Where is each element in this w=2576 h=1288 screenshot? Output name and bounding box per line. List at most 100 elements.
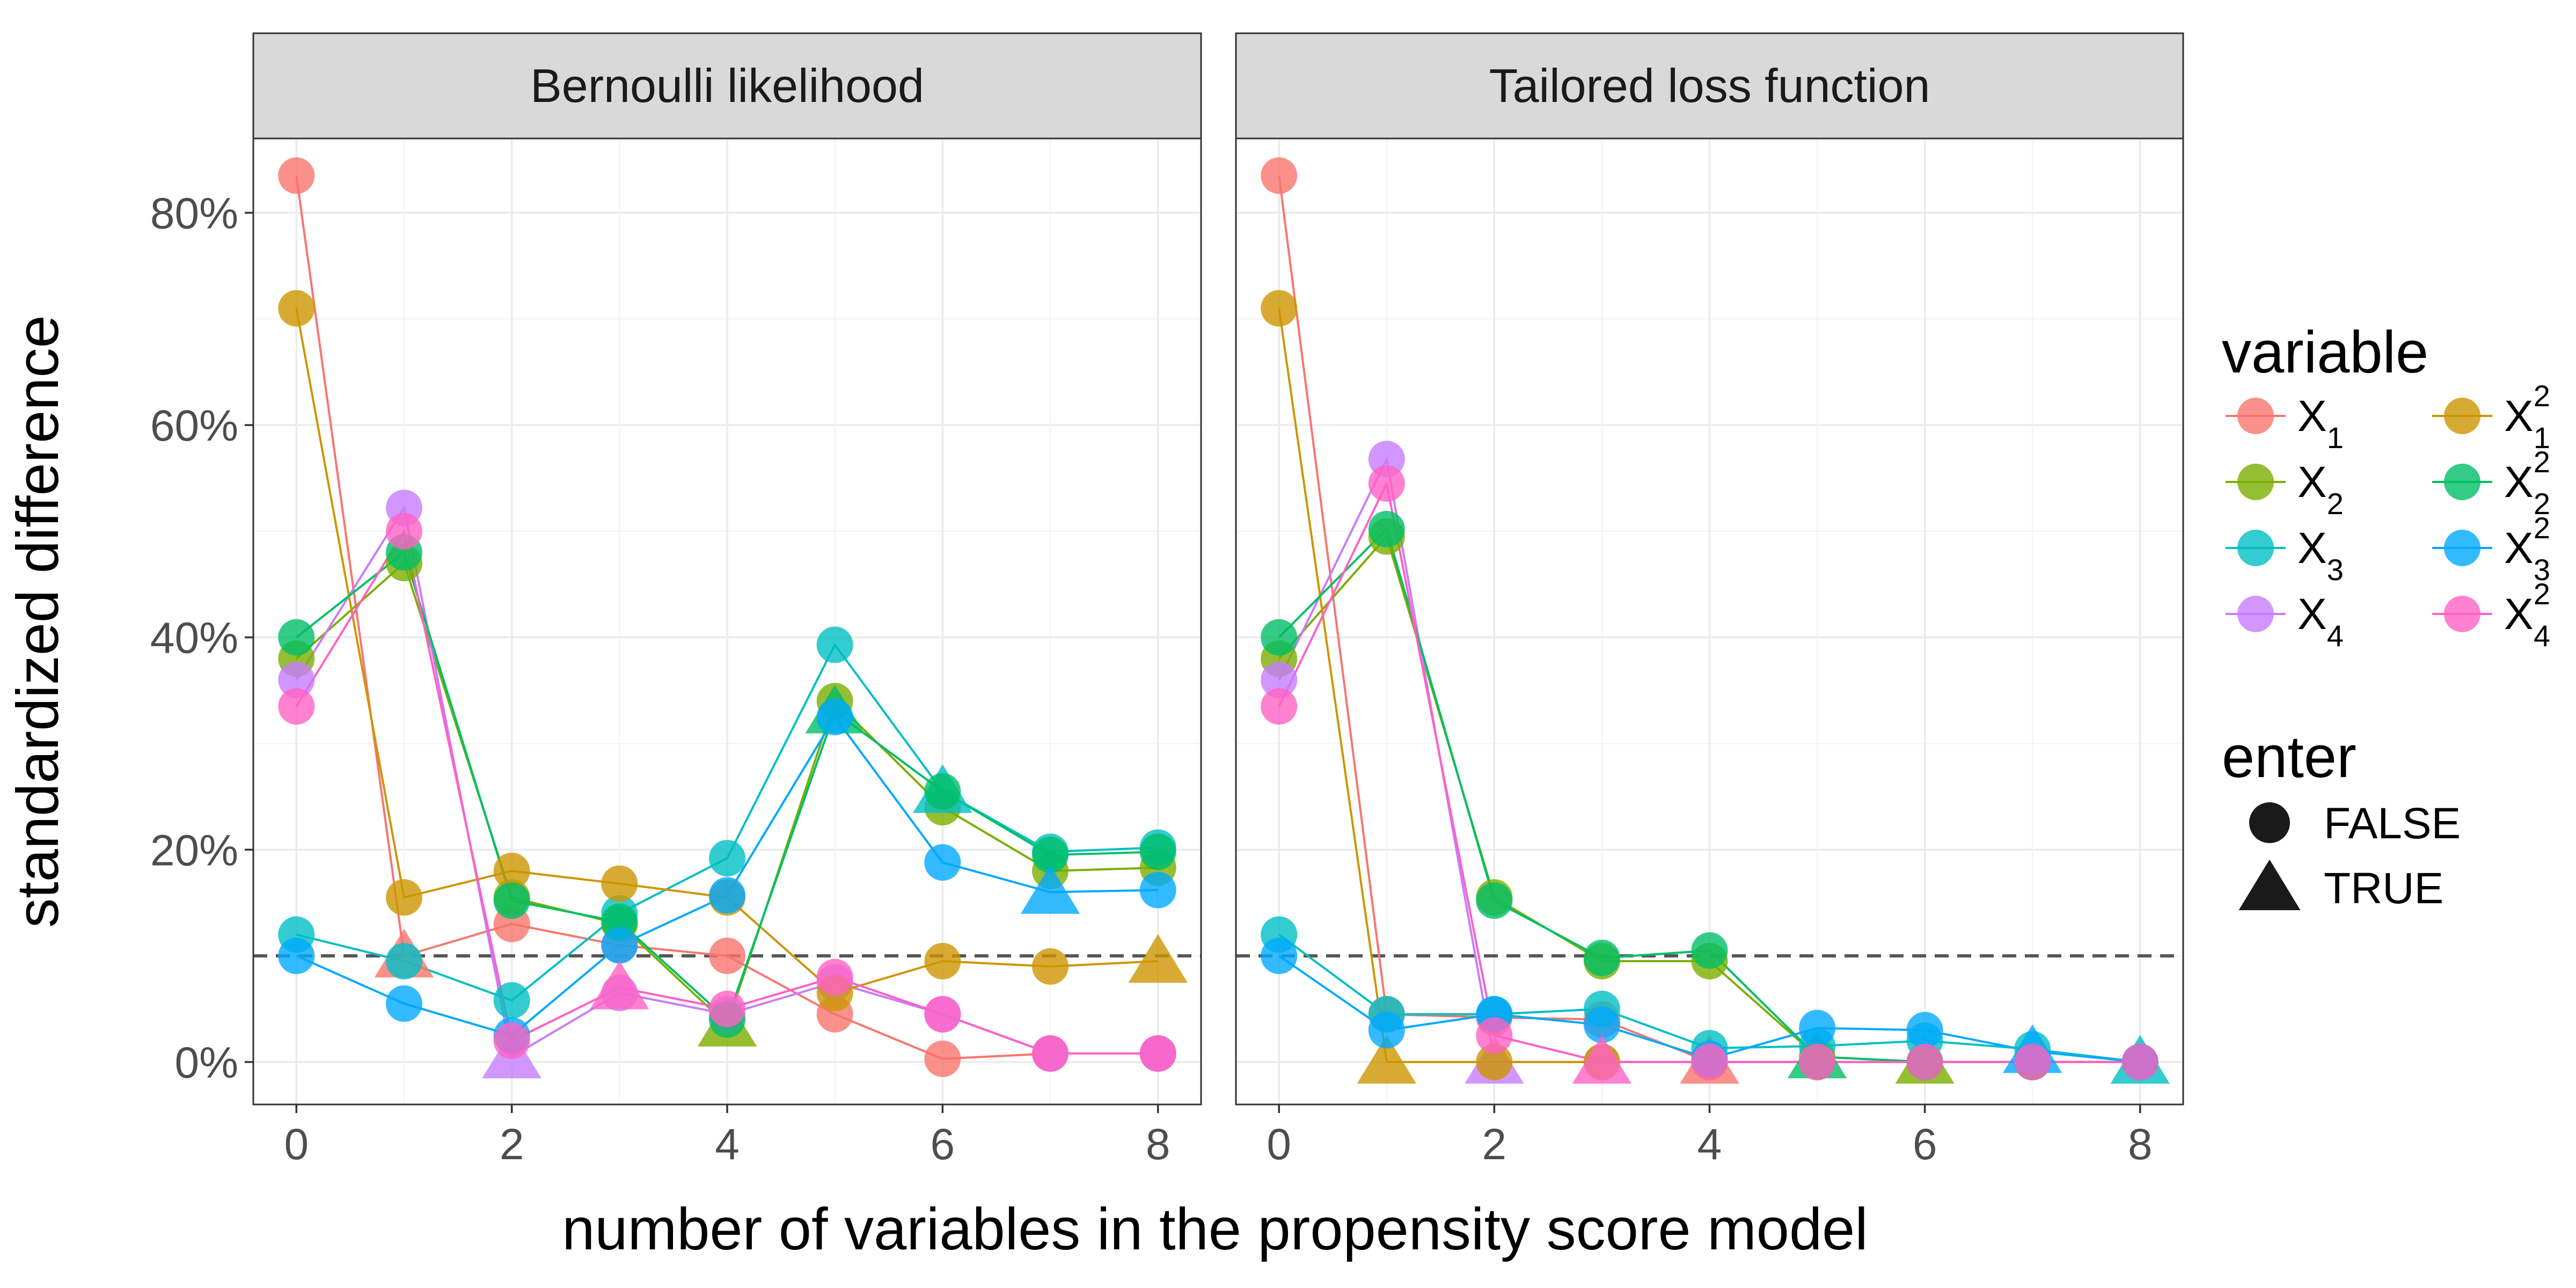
point-x4sq-x2 xyxy=(1476,1017,1513,1054)
point-x1-x6 xyxy=(924,1040,961,1077)
point-x3sq-x0 xyxy=(278,938,315,975)
legend-label: X4 xyxy=(2297,590,2344,653)
legend-label: X2 1 xyxy=(2504,379,2550,455)
point-x3-x5 xyxy=(816,626,853,663)
point-x3sq-x5 xyxy=(816,699,853,736)
point-x2sq-x6 xyxy=(924,773,961,810)
axis-layer: 0 2 4 6 8 0 2 4 6 80%20%40%60%80% xyxy=(150,189,2153,1169)
point-x1sq-x0 xyxy=(1261,290,1298,327)
y-axis-title: standardized difference xyxy=(5,315,71,928)
y-tick-label: 40% xyxy=(150,614,238,663)
point-x1sq-x7 xyxy=(1032,948,1069,985)
point-x3sq-x1 xyxy=(1368,1012,1405,1049)
legend-label: X3 xyxy=(2297,524,2344,587)
point-x4sq-x1 xyxy=(385,513,422,550)
x-tick-label: 8 xyxy=(1146,1120,1170,1169)
point-x2sq-x7 xyxy=(1032,837,1069,874)
point-x4sq-x6 xyxy=(924,996,961,1033)
point-x4sq-x4 xyxy=(709,990,745,1027)
legend-key-point xyxy=(2237,530,2274,566)
legend-label: TRUE xyxy=(2324,864,2443,913)
x-tick-label: 4 xyxy=(1697,1120,1722,1169)
point-x3sq-x6 xyxy=(924,844,961,881)
x-tick-label: 6 xyxy=(1913,1120,1937,1169)
point-x3sq-x0 xyxy=(1261,938,1298,975)
point-x1sq-x2 xyxy=(1476,1043,1513,1080)
point-x3sq-x3 xyxy=(601,927,638,964)
legend-label: X2 3 xyxy=(2504,511,2550,587)
point-triangle-x4sq-x3 xyxy=(1572,1035,1632,1084)
point-triangle-x1sq-x8 xyxy=(1128,934,1188,983)
point-x3sq-x1 xyxy=(385,985,422,1022)
x-tick-label: 2 xyxy=(1482,1120,1507,1169)
point-x3sq-x5 xyxy=(1799,1009,1836,1046)
point-x2sq-x0 xyxy=(1261,619,1298,656)
legend-item-enter-true: TRUE xyxy=(2238,859,2443,913)
x-tick-label: 0 xyxy=(1267,1120,1291,1169)
point-x1-x0 xyxy=(278,157,315,194)
point-x3-x2 xyxy=(493,982,530,1019)
legend-item-x3sq: X2 3 xyxy=(2432,511,2550,587)
point-x4sq-x5 xyxy=(1799,1043,1836,1080)
legend-item-x4: X4 xyxy=(2226,590,2344,653)
point-x2sq-x2 xyxy=(493,882,530,919)
point-x3-x4 xyxy=(709,840,745,877)
panel-strip xyxy=(252,32,1202,140)
point-x3sq-x3 xyxy=(1583,1006,1620,1043)
point-x2sq-x4 xyxy=(1691,932,1728,969)
legend-key-point xyxy=(2444,398,2480,434)
legend-item-x2: X2 xyxy=(2226,458,2344,521)
legend-key-point xyxy=(2237,464,2274,500)
point-x4-x0 xyxy=(1261,661,1298,698)
legend-title-enter: enter xyxy=(2222,724,2357,790)
point-x4sq-x8 xyxy=(2121,1043,2158,1080)
point-x2sq-x1 xyxy=(1368,510,1405,547)
panel-1: Bernoulli likelihood xyxy=(252,32,1202,1106)
point-x1-x0 xyxy=(1261,157,1298,194)
y-tick-label: 0% xyxy=(174,1038,238,1087)
series-points xyxy=(278,157,1188,1079)
point-x4sq-x7 xyxy=(2014,1043,2051,1080)
point-x4sq-x5 xyxy=(816,958,853,996)
panel-title: Tailored loss function xyxy=(1489,59,1930,112)
legend-key-point xyxy=(2237,398,2274,434)
legend-key-point xyxy=(2444,596,2480,632)
point-x2sq-x0 xyxy=(278,619,315,656)
legend-key-circle xyxy=(2249,802,2290,843)
point-triangle-x4sq-x3 xyxy=(590,961,649,1009)
legend-item-enter-false: FALSE xyxy=(2249,799,2461,848)
y-tick-label: 20% xyxy=(150,826,238,875)
point-x4sq-x7 xyxy=(1032,1035,1069,1072)
panel-title: Bernoulli likelihood xyxy=(530,59,924,112)
legend-label: X1 xyxy=(2297,392,2344,455)
point-x1sq-x1 xyxy=(385,879,422,916)
legend-item-x2sq: X2 2 xyxy=(2432,445,2550,521)
legend-item-x3: X3 xyxy=(2226,524,2344,587)
x-tick-label: 4 xyxy=(715,1120,740,1169)
legend-label: X2 xyxy=(2297,458,2344,521)
legend-key-point xyxy=(2444,530,2480,566)
point-x3sq-x8 xyxy=(1139,872,1176,909)
legend-item-x1sq: X2 1 xyxy=(2432,379,2550,455)
point-x2sq-x8 xyxy=(1139,833,1176,870)
x-tick-label: 8 xyxy=(2128,1120,2153,1169)
x-axis-title: number of variables in the propensity sc… xyxy=(562,1196,1868,1262)
point-triangle-x3sq-x7 xyxy=(1020,865,1080,914)
legend-item-x4sq: X2 4 xyxy=(2432,577,2550,653)
point-x4sq-x1 xyxy=(1368,465,1405,502)
point-x1-x4 xyxy=(709,938,745,975)
point-x3-x1 xyxy=(385,942,422,979)
point-x1sq-x2 xyxy=(493,852,530,889)
x-tick-label: 0 xyxy=(284,1120,309,1169)
point-x3sq-x6 xyxy=(1906,1012,1943,1049)
legend-item-x1: X1 xyxy=(2226,392,2344,455)
legend-label: X2 2 xyxy=(2504,445,2550,521)
series-points xyxy=(1261,157,2170,1084)
point-x4sq-x6 xyxy=(1906,1043,1943,1080)
point-x4-x0 xyxy=(278,661,315,698)
point-x2sq-x2 xyxy=(1476,882,1513,919)
point-triangle-x1sq-x1 xyxy=(1357,1035,1416,1084)
legend-key-point xyxy=(2237,596,2274,632)
